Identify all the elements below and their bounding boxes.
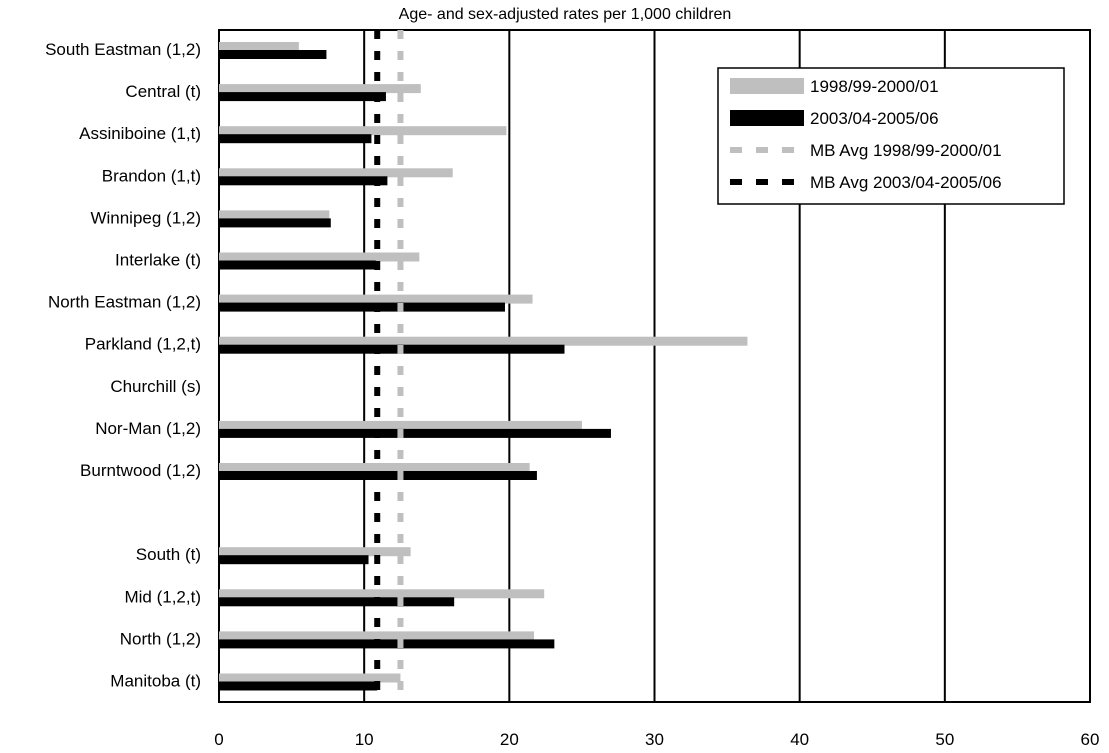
category-label: South Eastman (1,2) <box>45 40 201 59</box>
x-tick-label: 40 <box>790 730 809 749</box>
bar-series-2 <box>219 92 386 102</box>
bar-series-2 <box>219 260 376 270</box>
category-label: North (1,2) <box>120 629 201 648</box>
category-label: Parkland (1,2,t) <box>85 335 201 354</box>
bar-series-2 <box>219 681 378 691</box>
legend-label: 1998/99-2000/01 <box>810 77 939 96</box>
bar-series-1 <box>219 463 530 472</box>
legend: 1998/99-2000/01 2003/04-2005/06 MB Avg 199… <box>717 67 1065 205</box>
legend-label: MB Avg 2003/04-2005/06 <box>810 173 1002 192</box>
bar-series-2 <box>219 344 565 354</box>
category-label: Manitoba (t) <box>110 672 201 691</box>
category-label: Mid (1,2,t) <box>124 587 201 606</box>
category-label: Burntwood (1,2) <box>80 461 201 480</box>
bar-series-2 <box>219 639 555 649</box>
bar-series-2 <box>219 428 611 438</box>
x-tick-label: 0 <box>214 730 223 749</box>
bar-series-1 <box>219 336 748 346</box>
category-label: Churchill (s) <box>110 377 201 396</box>
bar-series-1 <box>219 126 507 136</box>
x-tick-label: 50 <box>935 730 954 749</box>
legend-label: MB Avg 1998/99-2000/01 <box>810 141 1002 160</box>
category-label: Interlake (t) <box>115 251 201 270</box>
bar-series-1 <box>219 420 582 430</box>
legend-label: 2003/04-2005/06 <box>810 109 939 128</box>
category-label: North Eastman (1,2) <box>48 293 201 312</box>
bar-series-1 <box>219 294 533 304</box>
bar-series-2 <box>219 50 327 59</box>
bar-series-2 <box>219 134 372 144</box>
bar-series-1 <box>219 210 330 220</box>
plot-frame <box>218 29 1091 703</box>
x-tick-label: 10 <box>355 730 374 749</box>
bar-series-2 <box>219 302 505 312</box>
legend-swatch <box>730 78 804 94</box>
bar-series-1 <box>219 42 299 51</box>
bar-series-1 <box>219 168 453 178</box>
category-label: Nor-Man (1,2) <box>95 419 201 438</box>
bar-series-2 <box>219 218 331 228</box>
bar-series-1 <box>219 84 421 94</box>
category-label: South (t) <box>136 545 201 564</box>
bar-series-1 <box>219 547 411 557</box>
bar-series-1 <box>219 252 420 262</box>
category-label: Assiniboine (1,t) <box>79 124 201 143</box>
bar-series-2 <box>219 176 388 186</box>
x-tick-label: 30 <box>645 730 664 749</box>
bar-series-1 <box>219 631 535 641</box>
legend-swatch <box>730 110 804 126</box>
x-tick-label: 20 <box>500 730 519 749</box>
category-label: Winnipeg (1,2) <box>90 208 201 227</box>
x-tick-label: 60 <box>1081 730 1100 749</box>
category-label: Central (t) <box>125 82 201 101</box>
bar-series-2 <box>219 555 369 565</box>
chart-title: Age- and sex-adjusted rates per 1,000 ch… <box>399 6 732 23</box>
category-label: Brandon (1,t) <box>102 166 201 185</box>
bar-series-2 <box>219 597 455 607</box>
bar-series-1 <box>219 589 545 599</box>
bar-series-1 <box>219 673 401 683</box>
